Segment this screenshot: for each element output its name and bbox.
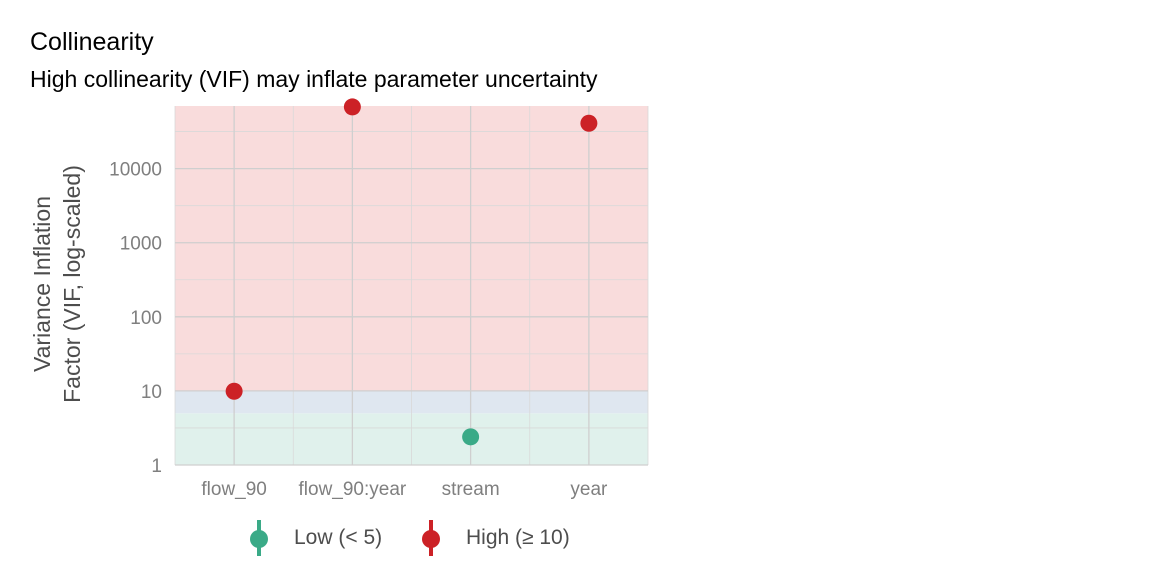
legend-key-high-icon (420, 518, 442, 558)
legend-item-high: High (≥ 10) (420, 516, 570, 560)
legend: Low (< 5) High (≥ 10) (0, 516, 1152, 560)
x-tick-label: flow_90 (201, 479, 267, 500)
x-tick-label: stream (442, 479, 500, 500)
chart-title: Collinearity (30, 28, 154, 56)
legend-item-low: Low (< 5) (248, 516, 382, 560)
vif-point (462, 428, 480, 446)
y-tick-label: 100 (130, 308, 162, 329)
x-tick-label: year (570, 479, 608, 500)
y-tick-label: 1000 (120, 234, 162, 255)
x-tick-label: flow_90:year (299, 479, 407, 500)
y-tick-label: 10 (141, 382, 162, 403)
legend-key-low-icon (248, 518, 270, 558)
legend-label-high: High (≥ 10) (466, 526, 570, 549)
vif-point (225, 382, 243, 400)
legend-dot-high (422, 530, 440, 548)
y-tick-label: 10000 (109, 160, 162, 181)
vif-point (580, 114, 598, 132)
chart-subtitle: High collinearity (VIF) may inflate para… (30, 66, 598, 92)
legend-label-low: Low (< 5) (294, 526, 383, 549)
y-tick-label: 1 (151, 456, 162, 477)
vif-point (343, 98, 361, 116)
legend-dot-low (250, 530, 268, 548)
